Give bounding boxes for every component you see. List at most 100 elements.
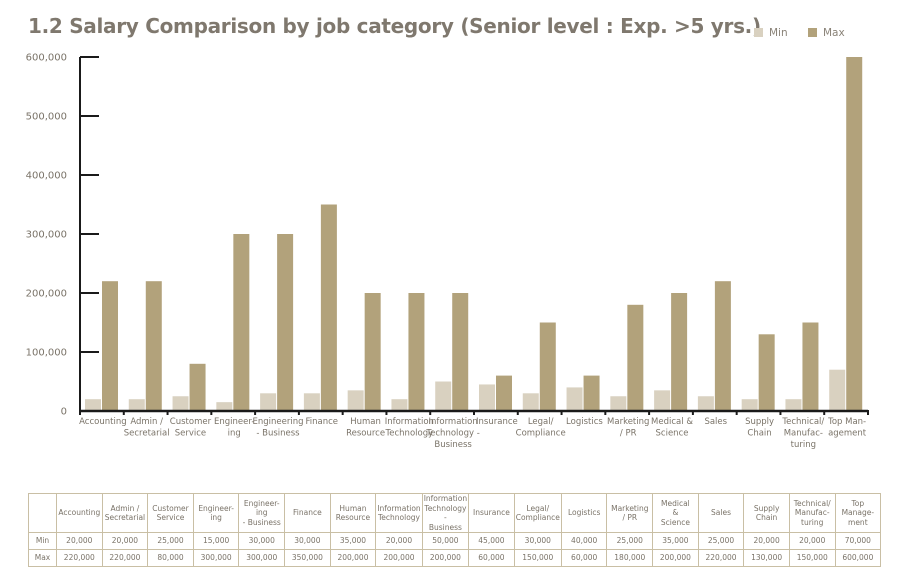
x-tick-label-8: Information Technology -Business — [425, 417, 479, 450]
table-header-cell: Top Manage-ment — [834, 493, 882, 533]
y-tick-label-0: 0 — [61, 407, 67, 418]
table-header-cell: Engineer-ing - Business — [238, 493, 286, 533]
table-cell: 15,000 — [192, 532, 240, 550]
bar-max-6 — [364, 293, 381, 411]
bar-min-1 — [128, 399, 145, 411]
table-header-row: Accounting Admin / Secretarial Customer Serv… — [28, 493, 882, 533]
bar-min-9 — [479, 384, 495, 411]
table-cell: 200,000 — [652, 549, 699, 567]
table-header-cell: Engineer-ing — [192, 493, 240, 533]
table-header-cell: Human Resource — [329, 493, 377, 533]
x-tick-label-14: Sales — [704, 417, 727, 427]
table-cell: 60,000 — [560, 549, 608, 567]
table-cell: 350,000 — [284, 549, 331, 567]
legend-label-max: Max — [823, 27, 845, 39]
x-tick-label-17: Top Man-agement — [827, 417, 867, 439]
x-tick-label-1: Admin / Secretarial — [124, 417, 170, 439]
table-cell: 70,000 — [834, 532, 882, 550]
table-cell: 300,000 — [192, 549, 240, 567]
x-tick-label-11: Logistics — [566, 417, 603, 427]
bar-max-15 — [758, 334, 775, 411]
table-header-cell: Insurance — [468, 493, 515, 533]
x-tick-label-15: Supply Chain — [745, 417, 774, 439]
bar-min-0 — [85, 399, 101, 411]
bar-max-2 — [189, 363, 206, 411]
table-cell: 30,000 — [513, 532, 562, 550]
bar-max-8 — [452, 293, 469, 411]
table-header-cell: Sales — [697, 493, 745, 533]
table-cell: 20,000 — [788, 532, 836, 550]
table-header-cell: Medical & Science — [652, 493, 699, 533]
bar-max-17 — [846, 57, 863, 411]
table-cell: 60,000 — [468, 549, 515, 567]
bar-min-6 — [347, 390, 364, 411]
table-header-cell: Logistics — [560, 493, 608, 533]
x-tick-label-2: Customer Service — [170, 417, 212, 439]
bar-max-12 — [627, 304, 644, 411]
table-header-cell: Accounting — [56, 493, 103, 533]
bar-max-0 — [102, 281, 118, 411]
bar-min-10 — [522, 393, 539, 411]
bar-max-11 — [583, 375, 600, 411]
legend-swatch-max — [808, 28, 817, 37]
table-cell: 30,000 — [284, 532, 331, 550]
table-cell: 150,000 — [788, 549, 836, 567]
x-tick-label-0: Accounting — [79, 417, 126, 427]
table-header-cell: Information Technology - Business — [421, 493, 470, 533]
x-tick-label-9: Insurance — [476, 417, 518, 427]
table-cell: 200,000 — [329, 549, 377, 567]
table-row: Min 20,000 20,000 25,000 15,000 30,000 30,000 3… — [28, 532, 882, 550]
bar-max-1 — [145, 281, 162, 411]
bar-min-8 — [435, 381, 452, 411]
bar-max-10 — [539, 322, 556, 411]
table-header-cell: Legal/Compliance — [513, 493, 562, 533]
x-tick-label-6: Human Resource — [346, 417, 385, 439]
bar-max-7 — [408, 293, 425, 411]
table-cell: 200,000 — [375, 549, 423, 567]
bar-min-12 — [610, 396, 627, 411]
table-cell: 40,000 — [560, 532, 608, 550]
table-header-cell: Marketing / PR — [606, 493, 654, 533]
bar-min-14 — [697, 396, 714, 411]
bar-min-17 — [829, 369, 846, 411]
table-cell: 200,000 — [421, 549, 470, 567]
table-cell: 35,000 — [329, 532, 377, 550]
table-cell: 20,000 — [56, 532, 103, 550]
table-cell: 300,000 — [238, 549, 286, 567]
table-cell: 600,000 — [834, 549, 882, 567]
y-tick-label-6: 600,000 — [26, 53, 67, 64]
y-tick-label-2: 200,000 — [26, 289, 67, 300]
table-cell: 180,000 — [606, 549, 654, 567]
x-tick-label-3: Engineer-ing — [214, 417, 254, 439]
x-tick-label-12: Marketing / PR — [607, 417, 649, 439]
x-tick-label-13: Medical & Science — [651, 417, 693, 439]
table-cell: 220,000 — [56, 549, 103, 567]
table-cell: 150,000 — [513, 549, 562, 567]
y-tick-label-3: 300,000 — [26, 230, 67, 241]
bar-min-4 — [260, 393, 277, 411]
bar-max-9 — [496, 375, 512, 411]
table-cell: 20,000 — [743, 532, 790, 550]
x-tick-label-7: Information Technology — [385, 417, 434, 439]
chart-title: 1.2 Salary Comparison by job category (S… — [28, 14, 761, 38]
table-cell: 45,000 — [468, 532, 515, 550]
table-cell: 50,000 — [421, 532, 470, 550]
x-tick-label-4: Engineering - Business — [253, 417, 304, 439]
table-row-label: Max — [28, 549, 57, 567]
table-row: Max 220,000 220,000 80,000 300,000 300,000 350… — [28, 549, 882, 567]
bar-min-5 — [303, 393, 320, 411]
table-header-cell: Admin / Secretarial — [101, 493, 149, 533]
bar-max-13 — [671, 293, 688, 411]
table-corner-cell — [28, 493, 57, 533]
table-header-cell: Information Technology — [375, 493, 423, 533]
table-cell: 130,000 — [743, 549, 790, 567]
data-table: Accounting Admin / Secretarial Customer Serv… — [28, 493, 882, 567]
bar-max-4 — [277, 234, 294, 411]
y-tick-label-5: 500,000 — [26, 112, 67, 123]
y-tick-label-4: 400,000 — [26, 171, 67, 182]
table-header-cell: Supply Chain — [743, 493, 790, 533]
table-cell: 25,000 — [147, 532, 194, 550]
x-tick-label-10: Legal/Compliance — [516, 417, 566, 439]
table-cell: 25,000 — [606, 532, 654, 550]
bar-max-16 — [802, 322, 819, 411]
